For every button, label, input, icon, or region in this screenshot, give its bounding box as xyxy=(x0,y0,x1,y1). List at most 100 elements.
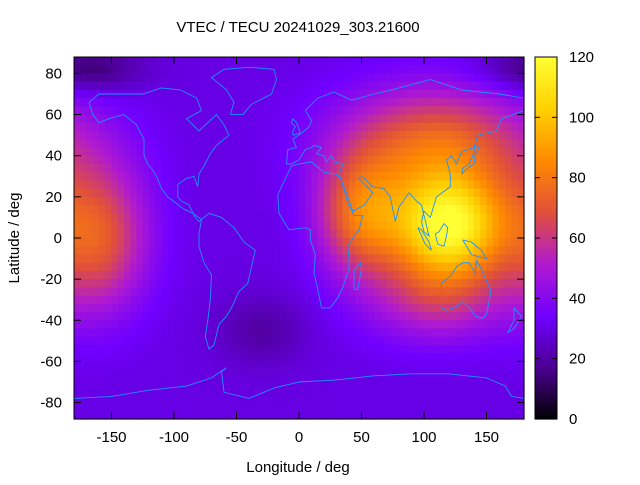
x-axis-ticks: -150 -100 -50 0 50 100 150 xyxy=(96,57,499,446)
heatmap-cell xyxy=(211,205,219,214)
heatmap-cell xyxy=(474,205,481,214)
heatmap-cell xyxy=(174,353,181,363)
heatmap-cell xyxy=(436,89,444,99)
heatmap-cell xyxy=(236,205,244,214)
x-tick-label: 150 xyxy=(474,429,499,446)
heatmap-cell xyxy=(267,369,275,379)
heatmap-cell xyxy=(161,205,169,214)
heatmap-cell xyxy=(74,254,81,264)
heatmap-cell xyxy=(230,353,238,363)
heatmap-cell xyxy=(167,254,175,264)
heatmap-cell xyxy=(417,303,425,313)
heatmap-cell xyxy=(224,361,231,371)
heatmap-cell xyxy=(424,328,431,338)
heatmap-cell xyxy=(486,295,494,305)
heatmap-cell xyxy=(217,163,225,173)
heatmap-cell xyxy=(255,172,263,182)
heatmap-cell xyxy=(161,254,169,264)
heatmap-cell xyxy=(280,73,288,83)
heatmap-cell xyxy=(261,336,269,346)
heatmap-cell xyxy=(142,328,150,338)
heatmap-cell xyxy=(174,328,181,338)
heatmap-cell xyxy=(111,172,119,182)
heatmap-cell xyxy=(430,188,438,198)
heatmap-cell xyxy=(161,386,169,395)
heatmap-cell xyxy=(349,369,356,379)
heatmap-cell xyxy=(130,369,138,379)
heatmap-cell xyxy=(424,262,431,272)
heatmap-cell xyxy=(305,196,313,206)
heatmap-cell xyxy=(92,147,100,157)
heatmap-cell xyxy=(430,312,438,321)
heatmap-cell xyxy=(305,205,313,214)
heatmap-cell xyxy=(336,295,344,305)
coastlines xyxy=(73,66,525,399)
heatmap-cell xyxy=(242,402,250,412)
heatmap-cell xyxy=(499,410,506,420)
heatmap-cell xyxy=(405,81,413,91)
heatmap-cell xyxy=(249,353,256,363)
heatmap-cell xyxy=(330,89,338,99)
heatmap-cell xyxy=(399,155,406,165)
heatmap-cell xyxy=(380,155,388,165)
heatmap-cell xyxy=(436,328,444,338)
heatmap-cell xyxy=(161,65,169,75)
heatmap-cell xyxy=(180,114,188,124)
heatmap-cell xyxy=(455,361,463,371)
heatmap-cell xyxy=(336,377,344,387)
colorbar-segment xyxy=(535,241,557,245)
heatmap-cell xyxy=(486,98,494,107)
heatmap-cell xyxy=(86,270,94,280)
heatmap-cell xyxy=(517,163,525,173)
heatmap-cell xyxy=(505,65,513,75)
heatmap-cell xyxy=(299,65,306,75)
heatmap-cell xyxy=(274,122,281,132)
heatmap-cell xyxy=(142,336,150,346)
heatmap-cell xyxy=(455,303,463,313)
heatmap-cell xyxy=(92,361,100,371)
heatmap-cell xyxy=(505,238,513,247)
heatmap-cell xyxy=(117,287,125,297)
heatmap-cell xyxy=(236,336,244,346)
heatmap-cell xyxy=(242,344,250,354)
heatmap-cell xyxy=(317,238,325,247)
heatmap-cell xyxy=(255,386,263,395)
heatmap-cell xyxy=(336,205,344,214)
heatmap-cell xyxy=(224,328,231,338)
heatmap-cell xyxy=(205,89,213,99)
heatmap-cell xyxy=(399,81,406,91)
heatmap-cell xyxy=(474,147,481,157)
heatmap-cell xyxy=(224,377,231,387)
heatmap-cell xyxy=(392,303,400,313)
heatmap-cell xyxy=(380,377,388,387)
heatmap-cell xyxy=(317,65,325,75)
heatmap-cell xyxy=(386,410,394,420)
heatmap-cell xyxy=(474,57,481,66)
heatmap-cell xyxy=(336,229,344,239)
heatmap-cell xyxy=(411,254,419,264)
heatmap-cell xyxy=(305,246,313,256)
colorbar-segment xyxy=(535,63,557,67)
heatmap-cell xyxy=(249,312,256,321)
heatmap-cell xyxy=(230,279,238,288)
heatmap-cell xyxy=(217,295,225,305)
heatmap-cell xyxy=(299,270,306,280)
heatmap-cell xyxy=(155,402,163,412)
south-america-coast xyxy=(198,212,256,350)
heatmap-cell xyxy=(280,188,288,198)
heatmap-cell xyxy=(374,353,381,363)
heatmap-cell xyxy=(499,155,506,165)
heatmap-cell xyxy=(230,81,238,91)
heatmap-cell xyxy=(317,295,325,305)
heatmap-cell xyxy=(274,386,281,395)
heatmap-cell xyxy=(199,262,206,272)
heatmap-cell xyxy=(192,254,200,264)
colorbar-segment xyxy=(535,283,557,287)
heatmap-cell xyxy=(286,57,294,66)
heatmap-cell xyxy=(336,106,344,116)
heatmap-cell xyxy=(92,254,100,264)
heatmap-cell xyxy=(217,98,225,107)
heatmap-cell xyxy=(336,57,344,66)
heatmap-cell xyxy=(136,246,144,256)
heatmap-cell xyxy=(286,320,294,330)
